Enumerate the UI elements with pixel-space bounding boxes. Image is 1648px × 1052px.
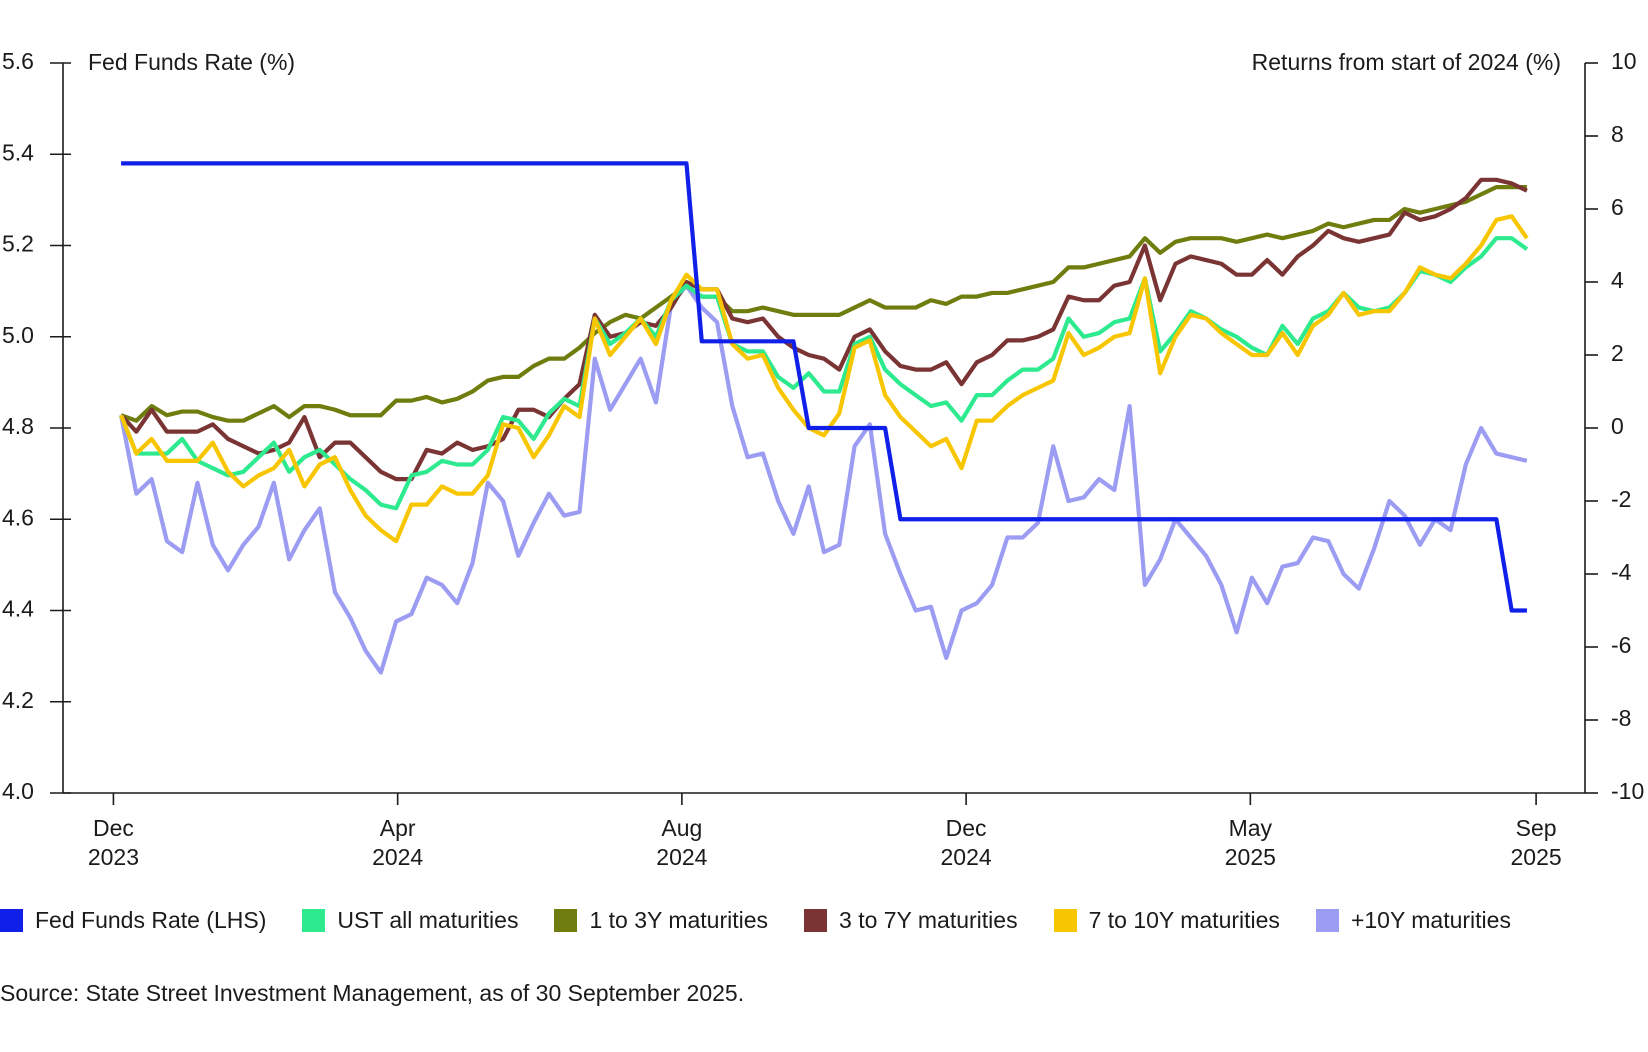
- x-tick-label: Apr 2024: [372, 815, 424, 870]
- y-tick-label: 5.6: [2, 48, 34, 74]
- legend-swatch: [1315, 909, 1339, 932]
- y2-tick-label: 4: [1611, 267, 1624, 293]
- series-line: [121, 161, 1527, 613]
- y2-tick-label: 6: [1611, 194, 1624, 220]
- x-tick-label: Dec 2023: [87, 815, 139, 870]
- y2-tick-label: -10: [1611, 778, 1644, 804]
- x-tick-label: Sep 2025: [1510, 815, 1562, 870]
- legend-swatch: [554, 909, 578, 932]
- legend-item: 3 to 7Y maturities: [804, 907, 1018, 934]
- y2-tick-label: 0: [1611, 413, 1624, 439]
- legend-item: 7 to 10Y maturities: [1053, 907, 1280, 934]
- series-line: [119, 283, 1528, 675]
- y-tick-label: 5.4: [2, 139, 34, 165]
- legend-swatch: [1053, 909, 1077, 932]
- y2-tick-label: -6: [1611, 632, 1631, 658]
- source-note: Source: State Street Investment Manageme…: [0, 980, 745, 1006]
- legend-label: +10Y maturities: [1350, 907, 1511, 933]
- x-tick-label: May 2025: [1224, 815, 1276, 870]
- legend-label: 7 to 10Y maturities: [1088, 907, 1280, 933]
- legend-label: 3 to 7Y maturities: [839, 907, 1018, 933]
- legend-swatch: [302, 909, 326, 932]
- y2-tick-label: 2: [1611, 340, 1624, 366]
- y2-tick-label: -2: [1611, 486, 1631, 512]
- y-tick-label: 4.0: [2, 778, 34, 804]
- legend-item: UST all maturities: [302, 907, 518, 934]
- legend-label: 1 to 3Y maturities: [589, 907, 769, 933]
- y2-tick-label: 8: [1611, 121, 1624, 147]
- y-tick-label: 5.0: [2, 322, 34, 348]
- y-axis-title: Fed Funds Rate (%): [88, 49, 295, 75]
- y-tick-label: 4.4: [2, 596, 34, 622]
- chart: Fed Funds Rate (%) Returns from start of…: [2, 48, 1644, 805]
- legend-swatch: [804, 909, 828, 932]
- series-line: [119, 214, 1529, 544]
- x-tick-label: Dec 2024: [940, 815, 992, 870]
- y-tick-label: 4.2: [2, 687, 34, 713]
- series-line: [119, 177, 1528, 482]
- y-tick-label: 4.6: [2, 504, 34, 530]
- y2-tick-label: -4: [1611, 559, 1632, 585]
- legend-label: UST all maturities: [337, 907, 519, 933]
- x-tick-label: Aug 2024: [656, 815, 708, 870]
- y-tick-label: 4.8: [2, 413, 34, 439]
- y-tick-label: 5.2: [2, 231, 34, 257]
- legend-item: Fed Funds Rate (LHS): [0, 907, 266, 934]
- legend-item: 1 to 3Y maturities: [554, 907, 768, 934]
- series-line: [120, 185, 1527, 423]
- y2-tick-label: 10: [1611, 48, 1637, 74]
- legend: Fed Funds Rate (LHS) UST all maturities 1 …: [0, 907, 1511, 934]
- legend-label: Fed Funds Rate (LHS): [35, 907, 267, 933]
- series-line: [119, 236, 1529, 511]
- y2-axis-title: Returns from start of 2024 (%): [1252, 49, 1561, 75]
- y2-tick-label: -8: [1611, 705, 1631, 731]
- legend-swatch: [0, 909, 23, 932]
- legend-item: +10Y maturities: [1315, 907, 1511, 934]
